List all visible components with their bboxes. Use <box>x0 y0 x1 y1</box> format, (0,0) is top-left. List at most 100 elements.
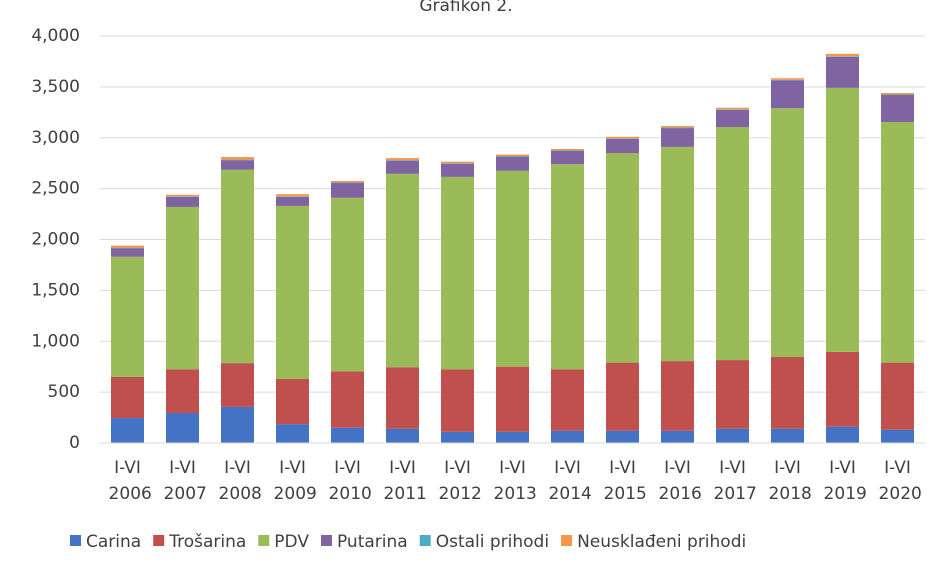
legend-swatch <box>70 535 81 546</box>
bar-segment <box>826 87 859 352</box>
legend-swatch <box>419 535 431 546</box>
x-tick-label: I-VI 2019 <box>818 458 867 504</box>
x-tick-label-line: I-VI <box>169 458 196 478</box>
bar-segment <box>496 170 529 367</box>
bar-segment <box>551 148 584 151</box>
x-tick-label-line: I-VI <box>554 458 581 478</box>
bar-segment <box>771 428 804 443</box>
bar-segment <box>386 158 419 161</box>
bar-segment <box>276 378 309 425</box>
x-tick-label: I-VI 2017 <box>708 458 757 504</box>
x-tick-label: I-VI 2012 <box>433 458 482 504</box>
x-tick-label-line: I-VI <box>664 458 691 478</box>
x-tick-label: I-VI 2006 <box>103 458 152 504</box>
legend-swatch <box>258 535 270 546</box>
y-tick-label: 1,000 <box>31 331 80 351</box>
bar-segment <box>881 362 914 430</box>
bar-segment <box>771 79 804 81</box>
y-tick-label: 3,500 <box>31 77 80 97</box>
bar-segment <box>496 431 529 443</box>
x-tick-label-line: 2014 <box>543 484 592 504</box>
x-tick-label-line: I-VI <box>389 458 416 478</box>
bar-segment <box>111 376 144 419</box>
y-tick-label: 500 <box>48 382 80 402</box>
chart-title: Grafikon 2. <box>419 0 512 16</box>
legend-swatch <box>153 535 165 546</box>
bar-segment <box>826 426 859 443</box>
bar-segment <box>386 428 419 443</box>
bar-segment <box>716 360 749 429</box>
bar-segment <box>661 126 694 128</box>
x-tick-label-line: I-VI <box>334 458 361 478</box>
legend-label: Putarina <box>337 532 408 552</box>
bar-segment <box>771 108 804 358</box>
bar-segment <box>496 366 529 432</box>
bar-segment <box>331 427 364 443</box>
bar-segment <box>606 136 639 139</box>
bar-segment <box>111 248 144 257</box>
bar-segment <box>221 160 254 170</box>
bar-segment <box>606 138 639 139</box>
x-tick-label-line: 2011 <box>378 484 427 504</box>
bar-segment <box>111 247 144 249</box>
bar-segment <box>221 363 254 407</box>
bar-segment <box>881 92 914 95</box>
bar-segment <box>551 150 584 165</box>
bar-segment <box>771 357 804 429</box>
x-tick-label-line: I-VI <box>829 458 856 478</box>
x-tick-label: I-VI 2010 <box>323 458 372 504</box>
bar-segment <box>716 428 749 443</box>
bar-segment <box>111 256 144 377</box>
bar-segment <box>166 194 199 197</box>
bar-segment <box>771 80 804 109</box>
bar-segment <box>221 169 254 364</box>
x-tick-label-line: 2012 <box>433 484 482 504</box>
bar-segment <box>716 109 749 128</box>
bar-segment <box>661 128 694 147</box>
x-tick-label-line: I-VI <box>609 458 636 478</box>
bar-segment <box>276 424 309 443</box>
bar-segment <box>716 109 749 110</box>
x-tick-label-line: I-VI <box>279 458 306 478</box>
bar-segment <box>441 369 474 432</box>
bar-segment <box>881 94 914 96</box>
x-tick-label-line: I-VI <box>444 458 471 478</box>
bar-segment <box>276 196 309 206</box>
bar-segment <box>826 351 859 427</box>
bar-segment <box>331 182 364 184</box>
bar-segment <box>441 161 474 164</box>
bar-segment <box>551 369 584 431</box>
legend-label: Trošarina <box>168 532 246 552</box>
bar-segment <box>331 371 364 428</box>
y-tick-label: 4,000 <box>31 26 80 46</box>
bar-segment <box>496 154 529 157</box>
bar-segment <box>606 153 639 363</box>
x-tick-label-line: 2016 <box>653 484 702 504</box>
bar-segment <box>221 406 254 443</box>
x-tick-label: I-VI 2007 <box>158 458 207 504</box>
legend-swatch <box>320 535 332 546</box>
bar-segment <box>331 197 364 372</box>
x-tick-label-line: I-VI <box>719 458 746 478</box>
bar-segment <box>881 429 914 443</box>
bar-segment <box>221 157 254 160</box>
legend-label: Ostali prihodi <box>436 532 549 552</box>
x-tick-label-line: 2013 <box>488 484 537 504</box>
x-tick-label-line: 2010 <box>323 484 372 504</box>
bar-segment <box>441 163 474 177</box>
y-tick-label: 2,500 <box>31 179 80 199</box>
bar-segment <box>551 164 584 370</box>
y-tick-label: 3,000 <box>31 128 80 148</box>
bar-segment <box>276 205 309 379</box>
x-tick-label-line: I-VI <box>224 458 251 478</box>
x-tick-label-line: 2008 <box>213 484 262 504</box>
bar-segment <box>606 430 639 443</box>
x-tick-label-line: 2015 <box>598 484 647 504</box>
bar-segment <box>551 430 584 443</box>
bar-segment <box>386 160 419 174</box>
bar-segment <box>606 362 639 431</box>
bar-segment <box>386 160 419 161</box>
bar-segment <box>386 367 419 429</box>
x-tick-label-line: 2007 <box>158 484 207 504</box>
